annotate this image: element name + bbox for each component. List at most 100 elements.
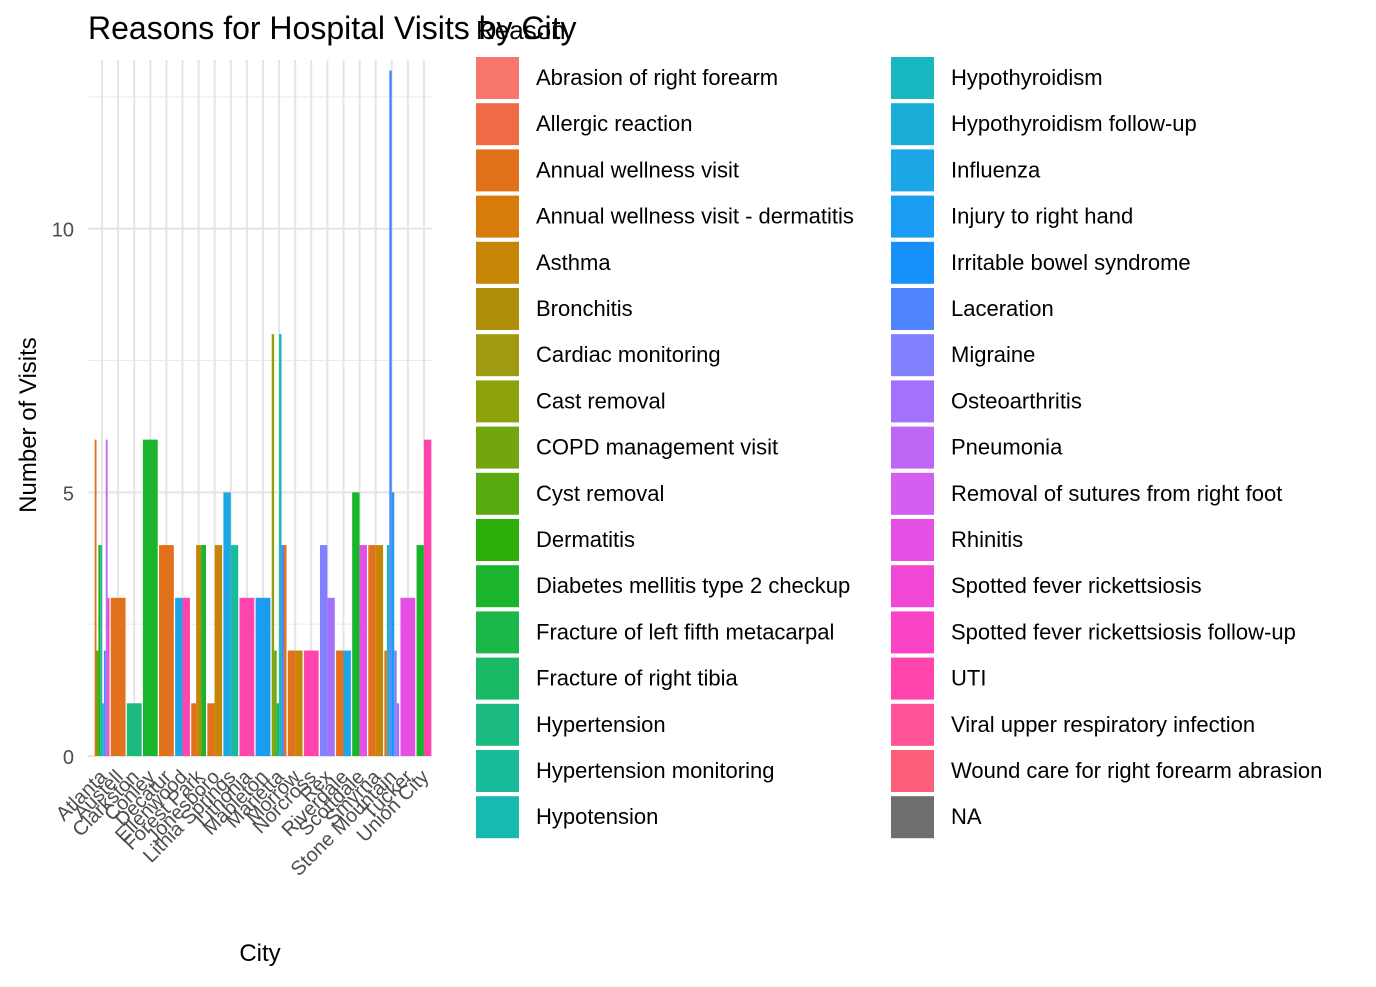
legend-item: Hypotension — [476, 796, 658, 839]
x-axis-label: City — [239, 940, 280, 967]
legend: Reason Abrasion of right forearm Allergic… — [476, 15, 1322, 839]
legend-swatch — [476, 241, 519, 284]
legend-item: Cardiac monitoring — [476, 334, 721, 377]
bar-atlanta-hypothyroidism — [102, 703, 104, 756]
legend-item: Fracture of right tibia — [476, 657, 739, 700]
legend-item: Allergic reaction — [476, 103, 693, 146]
legend-swatch — [476, 334, 519, 377]
bar-marietta-fracture-of-right-tibia — [276, 703, 280, 756]
legend-item: Rhinitis — [891, 519, 1023, 561]
bar-jonesboro-annual-wellness-visit — [207, 703, 215, 756]
legend-label: Fracture of right tibia — [536, 666, 739, 691]
legend-item: Hypothyroidism — [891, 57, 1103, 99]
bar-austell-annual-wellness-visit — [110, 597, 126, 756]
legend-label: Diabetes mellitis type 2 checkup — [536, 573, 850, 598]
legend-swatch — [476, 149, 519, 192]
bar-stone-mountain-migraine — [394, 650, 397, 756]
bar-smyrna-annual-wellness-visit — [368, 545, 376, 756]
legend-swatch — [891, 195, 934, 238]
legend-swatch — [476, 611, 519, 654]
legend-item: Annual wellness visit — [476, 149, 739, 192]
bar-ellenwood-influenza — [175, 597, 183, 756]
y-tick-label: 10 — [52, 220, 74, 242]
bar-marietta-annual-wellness-visit — [284, 545, 287, 756]
legend-swatch — [891, 796, 934, 839]
legend-swatch — [476, 195, 519, 238]
legend-item: UTI — [891, 657, 986, 700]
bar-atlanta-pneumonia — [105, 439, 108, 756]
bar-decatur-annual-wellness-visit — [159, 545, 174, 756]
legend-swatch — [891, 565, 934, 608]
bar-marietta-cast-removal — [271, 334, 275, 756]
legend-item: NA — [891, 796, 982, 839]
bar-atlanta-laceration — [103, 650, 106, 756]
legend-item: Spotted fever rickettsiosis — [891, 565, 1202, 608]
legend-swatch — [476, 103, 519, 146]
bar-atlanta-uti — [107, 597, 110, 756]
bar-stone-mountain-annual-wellness-visit — [384, 650, 387, 756]
bar-scottdale-rhinitis — [359, 545, 367, 756]
legend-item: Pneumonia — [891, 426, 1063, 469]
y-tick-label: 5 — [63, 483, 74, 505]
legend-item: Influenza — [891, 149, 1041, 192]
legend-label: Removal of sutures from right foot — [951, 481, 1282, 506]
legend-label: Laceration — [951, 296, 1054, 321]
legend-swatch — [891, 334, 934, 377]
bar-atlanta-cyst-removal — [96, 650, 99, 756]
legend-swatch — [891, 241, 934, 284]
legend-label: Osteoarthritis — [951, 388, 1082, 413]
legend-swatch — [891, 472, 934, 515]
legend-item: Osteoarthritis — [891, 380, 1082, 423]
legend-swatch — [891, 288, 934, 330]
legend-item: COPD management visit — [476, 426, 778, 469]
bar-lithonia-uti — [239, 597, 255, 756]
legend-swatch — [891, 426, 934, 469]
legend-swatch — [891, 611, 934, 654]
legend-item: Wound care for right forearm abrasion — [891, 750, 1322, 792]
legend-item: Injury to right hand — [891, 195, 1133, 238]
legend-item: Hypothyroidism follow-up — [891, 103, 1197, 146]
bar-atlanta-dermatitis — [98, 545, 101, 756]
legend-label: Spotted fever rickettsiosis follow-up — [951, 619, 1296, 644]
bar-union-city-uti — [423, 439, 432, 756]
bar-stone-mountain-laceration — [389, 70, 392, 756]
legend-item: Irritable bowel syndrome — [891, 241, 1191, 284]
legend-label: COPD management visit — [536, 435, 778, 460]
legend-item: Cast removal — [476, 380, 666, 423]
bar-clarkston-hypertension — [126, 703, 142, 756]
legend-label: NA — [951, 804, 982, 829]
legend-swatch — [891, 380, 934, 423]
bar-morrow-asthma — [295, 650, 303, 756]
legend-swatch — [476, 288, 519, 330]
legend-swatch — [476, 472, 519, 515]
legend-item: Fracture of left fifth metacarpal — [476, 611, 834, 654]
legend-label: Migraine — [951, 342, 1035, 367]
legend-item: Dermatitis — [476, 519, 635, 561]
legend-item: Asthma — [476, 241, 611, 284]
legend-item: Migraine — [891, 334, 1035, 377]
legend-swatch — [476, 703, 519, 746]
bar-jonesboro-asthma — [214, 545, 223, 756]
legend-swatch — [476, 380, 519, 423]
legend-label: UTI — [951, 666, 986, 691]
legend-item: Hypertension monitoring — [476, 750, 774, 792]
bar-mableton-injury-to-right-hand — [255, 597, 271, 756]
bar-riverdale-annual-wellness-visit — [336, 650, 344, 756]
legend-item: Viral upper respiratory infection — [891, 703, 1255, 746]
legend-label: Hypothyroidism — [951, 65, 1103, 90]
legend-swatch — [476, 796, 519, 839]
bar-marietta-laceration — [281, 545, 285, 756]
legend-swatch — [476, 519, 519, 561]
chart-title: Reasons for Hospital Visits by City — [88, 10, 576, 46]
legend-item: Spotted fever rickettsiosis follow-up — [891, 611, 1296, 654]
legend-label: Hypertension monitoring — [536, 758, 774, 783]
bar-lithia-springs-influenza — [223, 492, 231, 756]
legend-label: Annual wellness visit - dermatitis — [536, 204, 854, 229]
bar-norcross-uti — [303, 650, 319, 756]
bar-conley-diabetes-mellitis-type-2-checkup — [142, 439, 158, 756]
legend-swatch — [891, 519, 934, 561]
legend-item: Removal of sutures from right foot — [891, 472, 1282, 515]
bar-lithia-springs-hypertension-monitoring — [230, 545, 239, 756]
